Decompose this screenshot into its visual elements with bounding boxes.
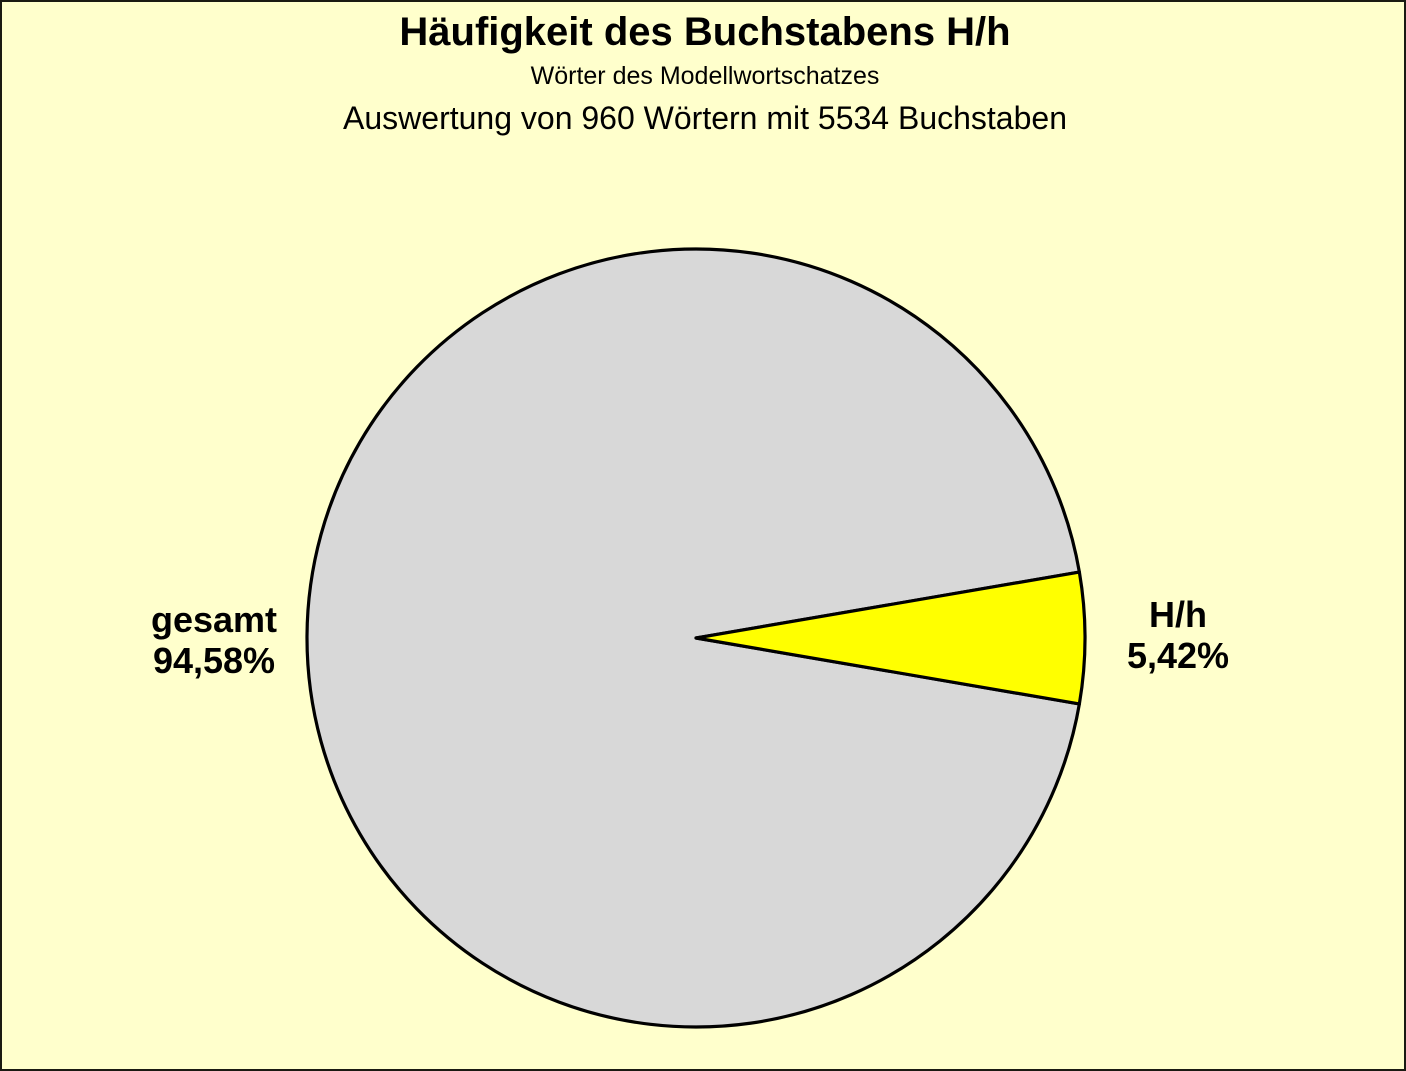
pie-label-gesamt: gesamt 94,58% [94,599,334,681]
pie-label-hh-name: H/h [1149,594,1207,635]
pie-slice-hh[interactable] [694,570,1087,706]
pie-label-gesamt-name: gesamt [150,599,278,640]
chart-subtitle-primary: Wörter des Modellwortschatzes [530,62,880,90]
page-title: Häufigkeit des Buchstabens H/h [399,10,1011,54]
chart-subtitle-secondary: Auswertung von 960 Wörtern mit 5534 Buch… [343,100,1067,136]
pie-label-gesamt-percent: 94,58% [152,640,276,681]
pie-slice-gesamt[interactable] [305,247,1081,1029]
pie-label-hh: H/h 5,42% [1058,594,1298,676]
title-block: Häufigkeit des Buchstabens H/h Wörter de… [2,2,1404,137]
pie-label-hh-percent: 5,42% [1126,635,1230,676]
